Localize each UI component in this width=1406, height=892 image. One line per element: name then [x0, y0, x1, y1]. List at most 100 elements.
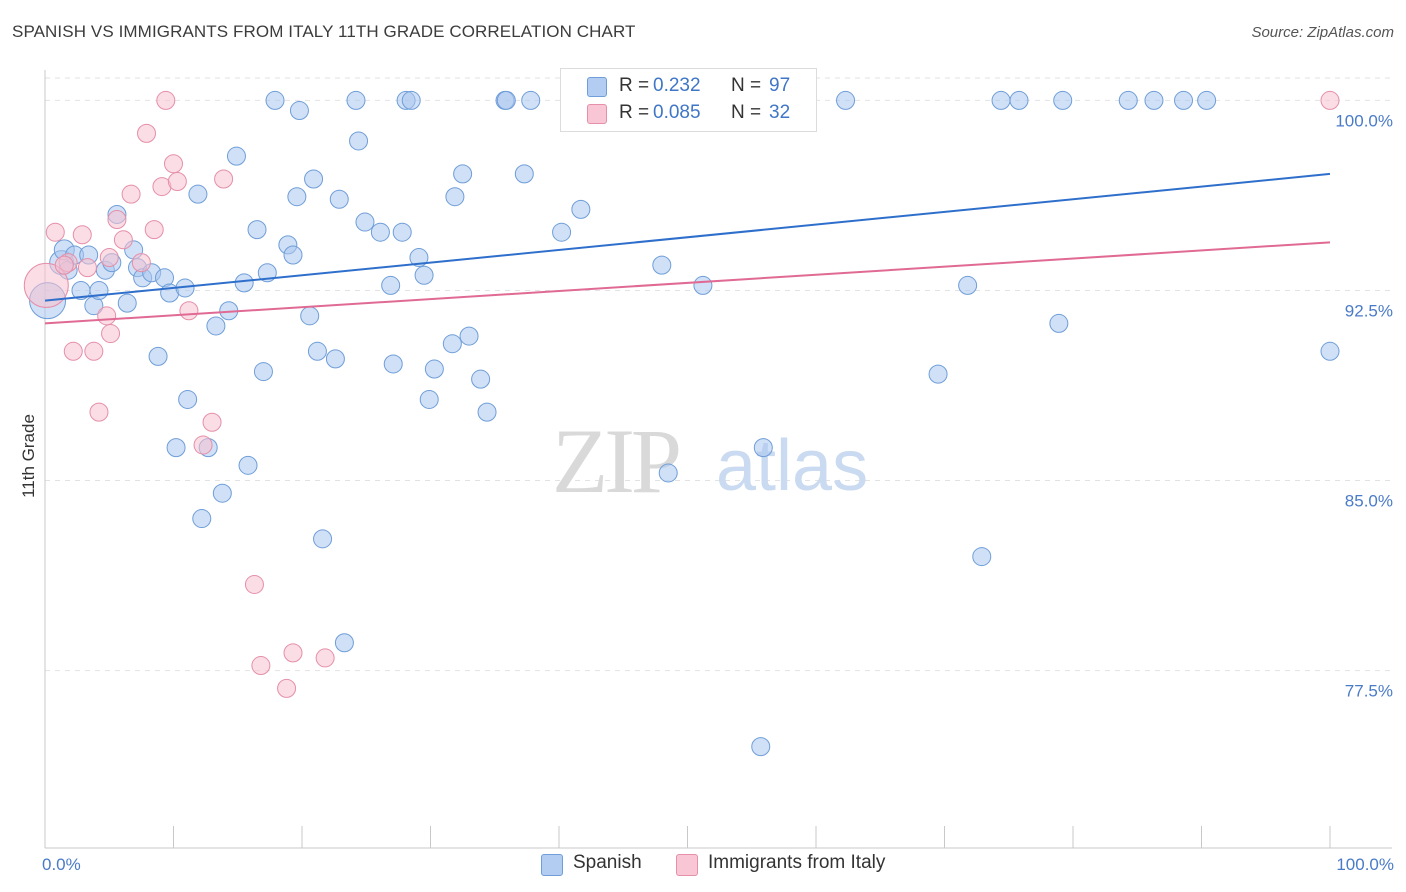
spanish-point — [477, 402, 497, 422]
y-axis-title: 11th Grade — [19, 414, 38, 498]
spanish-point — [188, 184, 208, 204]
spanish-point — [471, 369, 491, 389]
italy-point — [72, 225, 92, 245]
spanish-point — [1174, 90, 1194, 110]
spanish-point — [307, 341, 327, 361]
source-label: Source: ZipAtlas.com — [1251, 24, 1394, 41]
italy-point — [244, 574, 264, 594]
spanish-point — [571, 199, 591, 219]
spanish-point — [445, 187, 465, 207]
y-tick-label: 92.5% — [1345, 301, 1393, 320]
legend-label-italy: Immigrants from Italy — [708, 852, 886, 873]
italy-point — [77, 258, 97, 278]
spanish-point — [148, 346, 168, 366]
spanish-point — [383, 354, 403, 374]
spanish-point — [991, 90, 1011, 110]
spanish-point — [1053, 90, 1073, 110]
italy-point — [167, 172, 187, 192]
legend-label-spanish: Spanish — [573, 852, 642, 873]
spanish-point — [166, 438, 186, 458]
spanish-point — [652, 255, 672, 275]
italy-point — [107, 210, 127, 230]
spanish-point — [178, 389, 198, 409]
legend-swatch-italy — [676, 854, 698, 876]
italy-point — [23, 262, 69, 308]
spanish-point — [265, 90, 285, 110]
spanish-point — [234, 273, 254, 293]
x-tick-label: 100.0% — [1336, 855, 1394, 874]
italy-point — [315, 648, 335, 668]
tick-labels: 100.0% 92.5% 85.0% 77.5% 0.0% 100.0% — [42, 111, 1394, 874]
italy-point — [63, 341, 83, 361]
spanish-point — [392, 222, 412, 242]
spanish-point — [1009, 90, 1029, 110]
italy-point — [164, 154, 183, 174]
spanish-point — [453, 164, 473, 184]
italy-point — [97, 306, 117, 326]
italy-point — [113, 230, 133, 250]
stats-box: R = 0.232 N = 97 R = 0.085 N = 32 — [560, 68, 817, 132]
y-tick-label: 85.0% — [1345, 492, 1393, 511]
spanish-point — [349, 131, 369, 151]
spanish-point — [514, 164, 534, 184]
watermark-zip: ZIP — [552, 410, 679, 512]
italy-point — [84, 341, 104, 361]
r-value: 0.085 — [653, 102, 701, 123]
spanish-point — [304, 169, 324, 189]
spanish-point — [192, 509, 212, 529]
spanish-point — [496, 90, 516, 110]
spanish-point — [972, 547, 992, 567]
spanish-point — [693, 275, 713, 295]
spanish-point — [247, 220, 267, 240]
italy-point — [137, 123, 157, 143]
spanish-point — [751, 737, 771, 757]
r-label: R = — [619, 102, 650, 123]
italy-point — [202, 412, 222, 432]
spanish-point — [1197, 90, 1217, 110]
italy-point — [214, 169, 234, 189]
spanish-point — [1320, 341, 1340, 361]
watermark-atlas: atlas — [716, 426, 868, 506]
spanish-point — [381, 275, 401, 295]
italy-point — [283, 643, 303, 663]
spanish-point — [836, 90, 856, 110]
spanish-point — [117, 293, 137, 313]
y-tick-label: 77.5% — [1345, 682, 1393, 701]
n-label: N = — [731, 102, 762, 123]
italy-point — [131, 253, 151, 273]
data-points — [23, 90, 1340, 757]
spanish-point — [283, 245, 303, 265]
axes — [44, 70, 1392, 849]
italy-trend-line — [44, 241, 1331, 325]
italy-point — [101, 324, 121, 344]
spanish-point — [257, 263, 277, 283]
italy-point — [179, 301, 199, 321]
italy-point — [193, 435, 213, 455]
italy-point — [121, 184, 141, 204]
spanish-point — [206, 316, 226, 336]
spanish-point — [289, 101, 309, 121]
spanish-point — [409, 248, 429, 268]
spanish-point — [238, 455, 258, 475]
spanish-point — [928, 364, 948, 384]
spanish-point — [212, 483, 232, 503]
watermark: ZIP atlas — [552, 410, 868, 512]
italy-point — [277, 678, 297, 698]
x-tick-label: 0.0% — [42, 855, 81, 874]
spanish-point — [521, 90, 541, 110]
stats-row-spanish: R = 0.232 N = 97 — [561, 73, 816, 101]
spanish-point — [419, 389, 439, 409]
spanish-point — [414, 265, 434, 285]
spanish-point — [552, 222, 572, 242]
spanish-point — [329, 189, 349, 209]
spanish-trend-line — [44, 172, 1331, 302]
italy-point — [251, 656, 271, 676]
trend-lines — [44, 172, 1331, 325]
spanish-point — [370, 222, 390, 242]
spanish-point — [1118, 90, 1138, 110]
n-value: 97 — [769, 75, 791, 96]
stats-row-italy: R = 0.085 N = 32 — [561, 100, 816, 128]
spanish-point — [287, 187, 307, 207]
spanish-point — [226, 146, 246, 166]
